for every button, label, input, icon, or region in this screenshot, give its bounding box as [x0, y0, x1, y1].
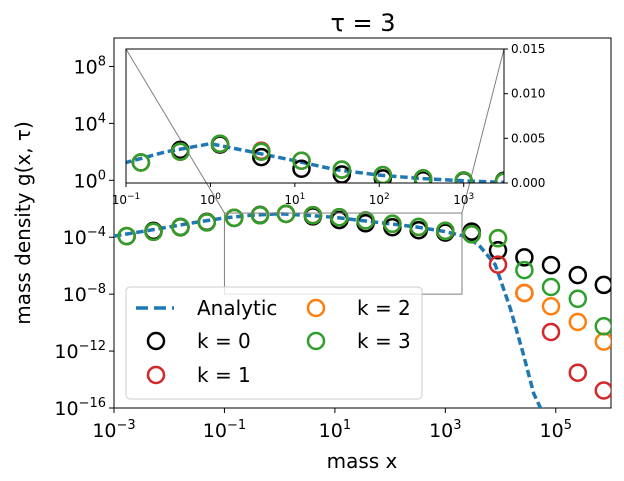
point-k-2 [541, 297, 561, 316]
inset-x-tick-label: 100 [200, 192, 221, 207]
inset-point-k-3 [494, 172, 504, 183]
inset-x-tick-label: 103 [453, 192, 474, 207]
inset-point-k-3 [373, 165, 393, 183]
legend-circle-marker [306, 298, 326, 318]
main-plot-area [113, 37, 612, 409]
inset-x-tick-label: 101 [284, 192, 305, 207]
point-k-3 [409, 217, 428, 237]
point-k-2 [515, 283, 534, 303]
point-k-1 [568, 363, 588, 382]
inset-point-k-0 [292, 159, 311, 178]
point-k-0 [515, 248, 534, 267]
point-k-0 [488, 241, 508, 260]
inset-point-k-3 [171, 142, 190, 161]
inset-x-tick-label: 10−1 [112, 192, 141, 207]
x-tick-label: 103 [429, 418, 461, 442]
legend-label: k = 0 [197, 329, 251, 353]
point-k-1 [488, 255, 508, 274]
x-tick-label: 101 [319, 418, 351, 442]
legend-frame [125, 286, 423, 400]
point-k-3 [171, 217, 190, 237]
inset-y-tick-label: 0.005 [511, 131, 545, 145]
point-k-2 [568, 312, 588, 332]
main-data-layer [114, 204, 611, 408]
legend-label: k = 3 [357, 329, 411, 353]
inset-axis-ticks: 10−1 100 101 102 103 0.000 0.005 0.010 0.015 [112, 42, 546, 207]
y-axis-label: mass density g(x, τ) [11, 121, 35, 325]
legend-circle-marker [306, 331, 326, 351]
inset-y-tick-label: 0.000 [511, 176, 545, 190]
point-k-3 [250, 206, 270, 225]
legend-circle-marker [146, 331, 166, 351]
point-k-3 [383, 214, 402, 234]
x-tick-label: 10−1 [203, 418, 246, 442]
point-k-0 [594, 275, 611, 295]
chart-title: τ = 3 [330, 9, 395, 37]
point-k-3 [515, 260, 534, 280]
inset-point-k-0 [252, 147, 271, 167]
point-k-3 [117, 226, 136, 246]
y-tick-label: 10−16 [54, 396, 106, 420]
point-k-3 [224, 208, 244, 228]
legend-label: k = 1 [197, 363, 251, 387]
point-k-3 [488, 228, 508, 248]
point-k-3 [197, 213, 217, 232]
point-k-3 [144, 222, 163, 242]
inset-point-k-3 [332, 160, 352, 179]
point-k-3 [541, 277, 561, 297]
zoom-connector-line [461, 48, 505, 214]
legend-circle-marker [146, 365, 166, 385]
x-tick-label: 10−3 [92, 418, 135, 442]
legend: Analytic k = 2 k = 0 k = 3 k = 1 [125, 286, 423, 400]
point-k-3 [462, 225, 481, 244]
inset-point-k-3 [131, 153, 151, 172]
zoom-connector-line [125, 48, 225, 214]
x-axis-label: mass x [327, 449, 398, 473]
y-tick-label: 10−12 [54, 339, 106, 363]
inset-point-k-3 [413, 169, 433, 183]
legend-label: k = 2 [357, 296, 411, 320]
inset-point-k-3 [210, 134, 230, 153]
point-k-3 [568, 289, 588, 309]
legend-label: Analytic [197, 296, 277, 320]
analytic-line [114, 212, 543, 408]
inset-series [126, 134, 504, 183]
y-tick-label: 10−8 [63, 282, 106, 306]
inset-plot-area [125, 48, 505, 184]
inset-analytic-line [126, 141, 504, 183]
point-k-1 [541, 322, 561, 342]
inset-y-tick-label: 0.010 [511, 87, 545, 101]
point-k-0 [568, 265, 588, 285]
inset-point-k-3 [252, 142, 271, 161]
point-k-3 [276, 204, 296, 224]
point-k-3 [594, 317, 611, 336]
point-k-3 [330, 208, 349, 227]
point-k-1 [594, 381, 611, 400]
main-axis-ticks: 10−3 10−1 101 103 105 10−16 10−12 10−8 10−4 100 10… [54, 54, 572, 442]
inset-data-layer [125, 48, 505, 214]
y-tick-label: 100 [74, 168, 106, 192]
inset-point-k-3 [292, 151, 311, 170]
y-tick-label: 108 [74, 54, 106, 78]
point-k-0 [541, 255, 561, 275]
inset-background [126, 49, 504, 183]
inset-y-tick-label: 0.015 [511, 42, 545, 56]
x-tick-label: 105 [540, 418, 572, 442]
y-tick-label: 10−4 [63, 225, 106, 249]
point-k-3 [436, 221, 455, 241]
y-tick-label: 104 [74, 111, 106, 135]
inset-x-tick-label: 102 [369, 192, 390, 207]
point-k-3 [303, 206, 323, 225]
point-k-3 [356, 211, 375, 230]
inset-point-k-3 [454, 171, 473, 183]
